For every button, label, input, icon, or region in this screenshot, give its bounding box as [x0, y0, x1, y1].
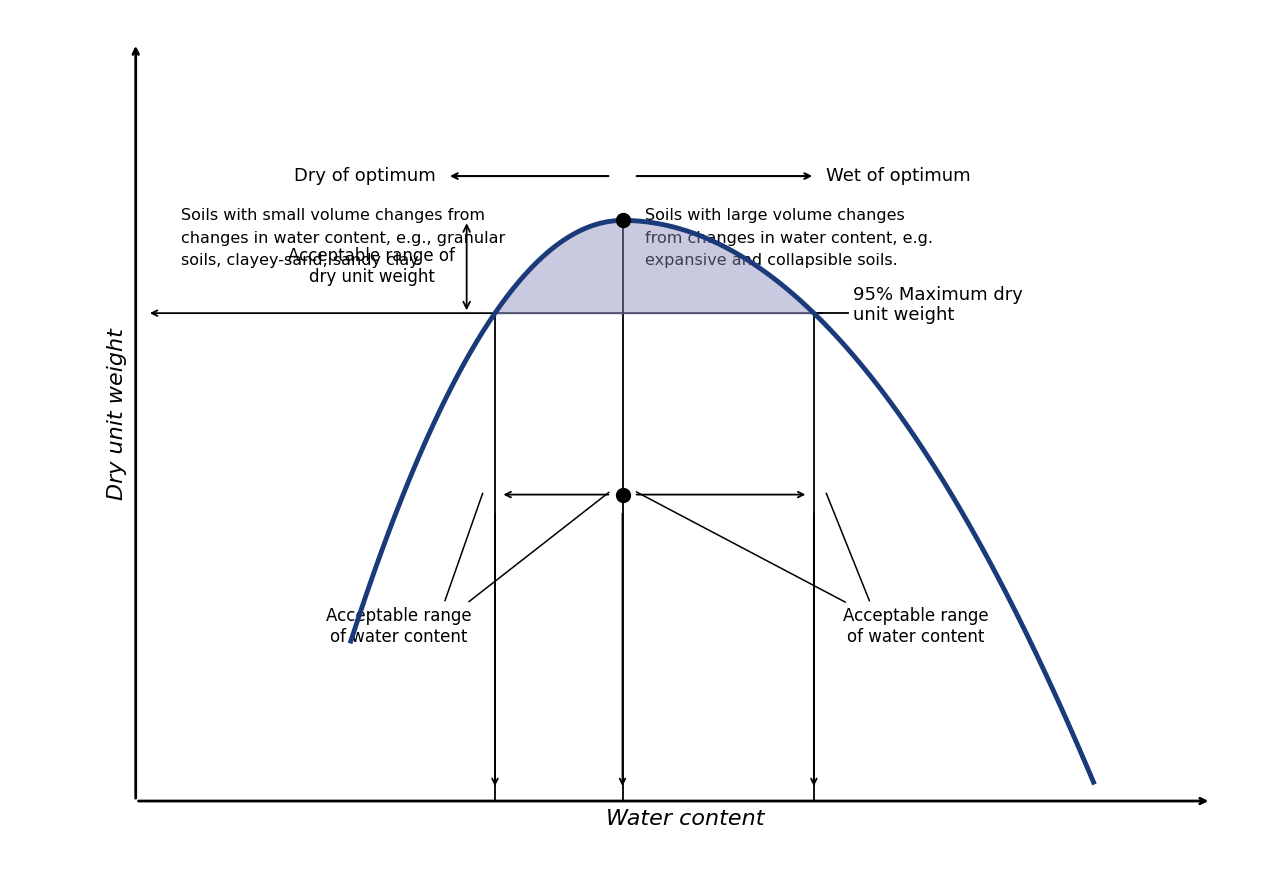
- Text: Acceptable range of
dry unit weight: Acceptable range of dry unit weight: [289, 247, 455, 286]
- Text: Soils with small volume changes from
changes in water content, e.g., granular
so: Soils with small volume changes from cha…: [181, 208, 505, 268]
- Text: Acceptable range
of water content: Acceptable range of water content: [843, 607, 988, 646]
- Text: Wet of optimum: Wet of optimum: [827, 167, 971, 185]
- Text: 95% Maximum dry
unit weight: 95% Maximum dry unit weight: [854, 286, 1024, 324]
- Text: Soils with large volume changes
from changes in water content, e.g.
expansive an: Soils with large volume changes from cha…: [645, 208, 934, 268]
- Text: Acceptable range
of water content: Acceptable range of water content: [326, 607, 472, 646]
- Text: Water content: Water content: [605, 809, 764, 830]
- Text: Dry of optimum: Dry of optimum: [294, 167, 436, 185]
- Text: Dry unit weight: Dry unit weight: [107, 328, 127, 500]
